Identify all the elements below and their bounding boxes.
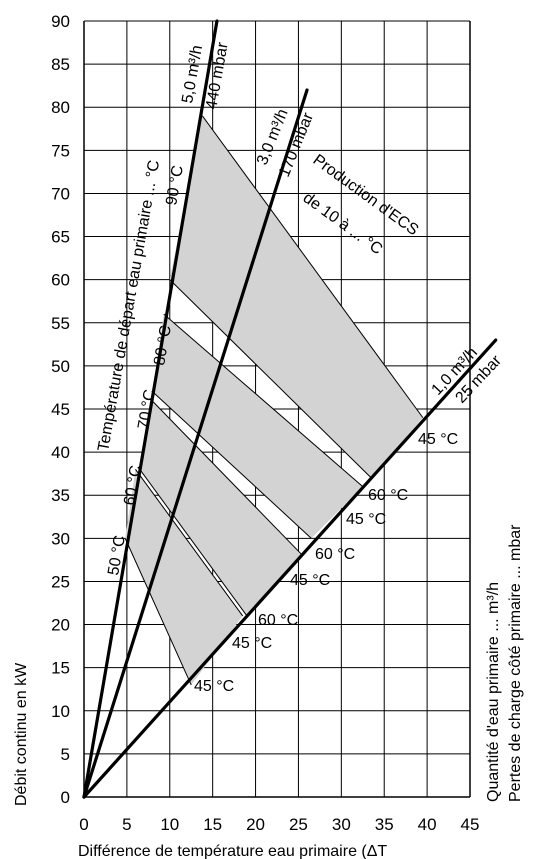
x-tick-label: 5: [122, 815, 131, 834]
supply-temp-50: 50 °C: [105, 534, 129, 577]
production-band: [139, 400, 303, 616]
y-tick-label: 15: [51, 659, 70, 678]
y-tick-label: 80: [51, 98, 70, 117]
y-tick-label: 75: [51, 141, 70, 160]
axes: [83, 21, 471, 798]
y-tick-labels: 0 5 10 15 20 25 30 35 40 45 50 55 60 65 70 75 80 85 90: [51, 12, 70, 807]
band-1-low-label: 45 °C: [418, 431, 458, 448]
band-edge-line: [135, 469, 244, 617]
y-tick-label: 50: [51, 357, 70, 376]
x-tick-label: 10: [160, 815, 179, 834]
x-tick-label: 20: [246, 815, 265, 834]
y-tick-label: 0: [61, 788, 70, 807]
band-3-high-label: 60 °C: [315, 546, 355, 563]
y-tick-label: 65: [51, 228, 70, 247]
production-title: Production d'ECS: [310, 151, 422, 239]
x-tick-label: 40: [418, 815, 437, 834]
y-tick-label: 40: [51, 443, 70, 462]
supply-temp-80: 80 °C: [151, 324, 175, 367]
x-tick-label: 0: [79, 815, 88, 834]
production-band: [152, 314, 363, 539]
y-tick-label: 90: [51, 12, 70, 31]
y-tick-label: 70: [51, 184, 70, 203]
band-edge-line: [151, 400, 304, 556]
flow-line: [82, 88, 309, 799]
y-tick-label: 30: [51, 529, 70, 548]
band-edge-line: [201, 115, 424, 418]
band-edge-line: [124, 538, 192, 686]
right-axis-label-pressure: Pertes de charge côté primaire ... mbar: [507, 524, 524, 802]
band-4-low-label: 45 °C: [232, 635, 272, 652]
right-axis-label-flow: Quantité d'eau primaire ... m³/h: [485, 582, 502, 802]
band-2-high-label: 60 °C: [368, 487, 408, 504]
x-tick-label: 35: [375, 815, 394, 834]
x-tick-label: 30: [332, 815, 351, 834]
supply-temp-60: 60 °C: [121, 464, 145, 507]
production-band: [169, 115, 423, 478]
supply-temp-90: 90 °C: [163, 164, 187, 207]
band-edge-line: [139, 469, 248, 617]
flow-line: [82, 19, 219, 799]
band-5-low-label: 45 °C: [194, 678, 234, 695]
production-band: [125, 469, 243, 685]
band-4-high-label: 60 °C: [258, 612, 298, 629]
band-edge-line: [163, 313, 364, 487]
y-tick-label: 10: [51, 702, 70, 721]
y-tick-label: 25: [51, 572, 70, 591]
x-tick-label: 15: [203, 815, 222, 834]
y-axis-label: Débit continu en kW: [13, 662, 30, 806]
x-axis-label: Différence de température eau primaire (…: [78, 843, 387, 859]
y-tick-label: 85: [51, 55, 70, 74]
y-tick-label: 5: [61, 745, 70, 764]
x-tick-labels: 0 5 10 15 20 25 30 35 40 45: [79, 815, 479, 834]
y-tick-label: 45: [51, 400, 70, 419]
x-tick-label: 45: [461, 815, 480, 834]
y-tick-label: 55: [51, 314, 70, 333]
production-bands: [124, 115, 424, 686]
y-tick-label: 20: [51, 616, 70, 635]
x-tick-label: 25: [289, 815, 308, 834]
band-edge-line: [152, 391, 312, 539]
band-2-low-label: 45 °C: [346, 511, 386, 528]
supply-temp-70: 70 °C: [135, 388, 159, 431]
flow-line: [82, 338, 498, 799]
y-tick-label: 60: [51, 271, 70, 290]
flow-label-5: 5,0 m³/h: [179, 44, 206, 105]
y-tick-label: 35: [51, 486, 70, 505]
band-edge-line: [169, 279, 372, 479]
band-3-low-label: 45 °C: [290, 572, 330, 589]
flow-lines: [82, 19, 498, 799]
